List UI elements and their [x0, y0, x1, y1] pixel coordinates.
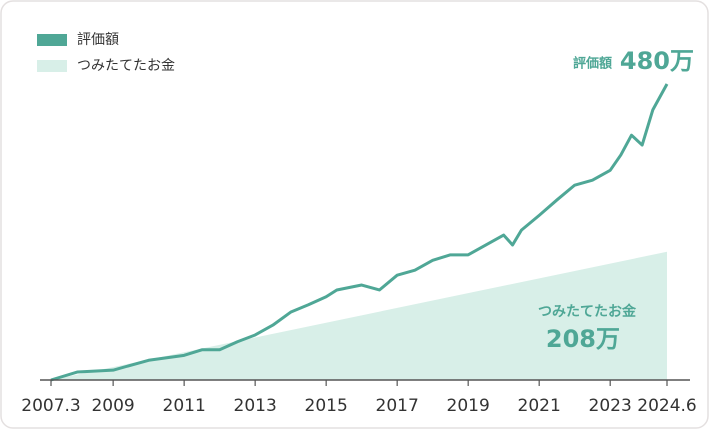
annotation-label: つみたてたお金: [538, 303, 637, 320]
annotation-value: 480万: [620, 47, 694, 75]
legend-swatch: [37, 60, 67, 72]
x-tick-label: 2015: [305, 396, 348, 416]
legend-label: 評価額: [77, 32, 119, 48]
x-tick-label: 2009: [91, 396, 134, 416]
x-tick-label: 2023: [589, 396, 632, 416]
annotation-label: 評価額: [573, 56, 612, 72]
area: [51, 251, 667, 380]
x-tick-label: 2017: [376, 396, 419, 416]
x-tick-label: 2021: [518, 396, 561, 416]
x-tick-label: 2024.6: [637, 396, 696, 416]
x-tick-label: 2019: [447, 396, 490, 416]
x-tick-label: 2011: [163, 396, 206, 416]
line: [50, 83, 669, 382]
legend-swatch: [37, 34, 67, 46]
x-tick-label: 2007.3: [21, 396, 80, 416]
x-tick-label: 2013: [234, 396, 277, 416]
annotation-value: 208万: [546, 325, 620, 353]
legend-label: つみたてたお金: [77, 58, 175, 74]
